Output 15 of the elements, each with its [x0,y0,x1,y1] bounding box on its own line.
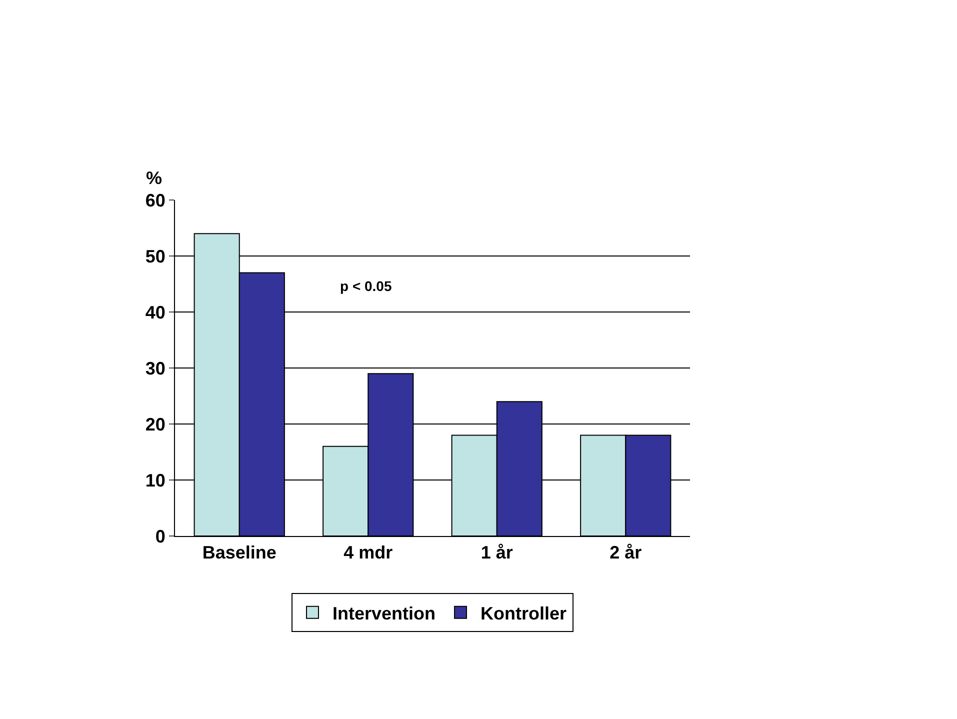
y-tick-label: 60 [145,190,166,210]
y-tick-label: 0 [155,526,166,546]
legend-label: Kontroller [480,603,567,624]
x-tick-label: 4 mdr [344,542,393,563]
annotation: p < 0.05 [340,278,392,294]
y-tick-label: 30 [145,358,166,378]
y-tick-label: 20 [145,414,166,434]
y-tick-label: 40 [145,302,166,322]
y-axis-title: % [146,168,162,188]
y-tick-label: 50 [145,246,166,266]
y-tick-label: 10 [145,470,166,490]
x-tick-label: 2 år [610,542,642,563]
x-tick-label: Baseline [202,542,276,563]
x-tick-label: 1 år [480,542,513,563]
legend-label: Intervention [332,603,436,624]
